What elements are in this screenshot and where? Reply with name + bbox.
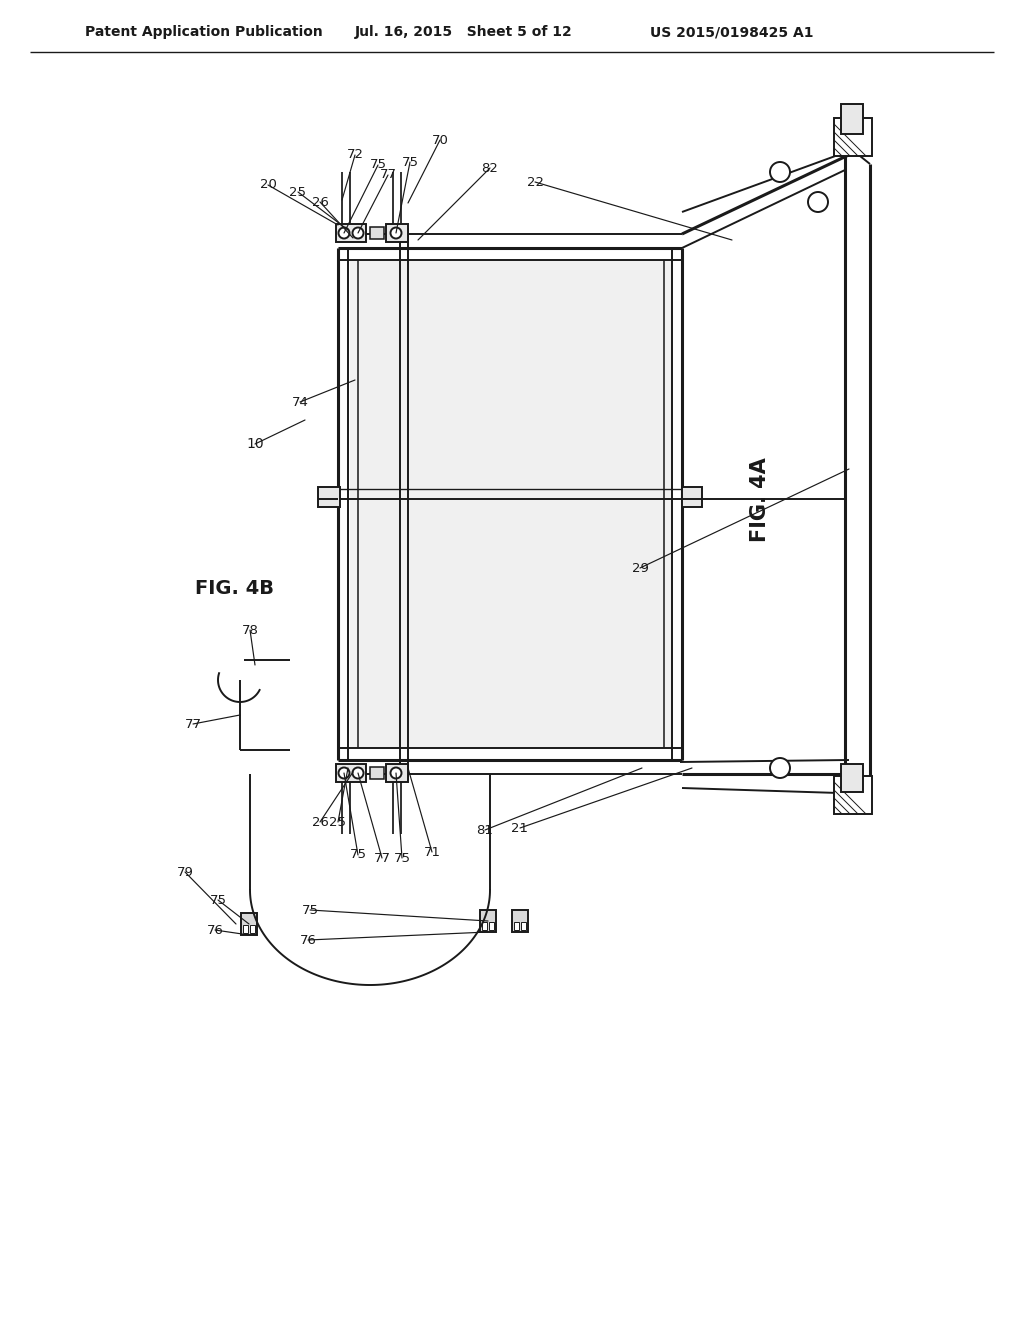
Bar <box>521 921 526 931</box>
Text: 10: 10 <box>246 437 264 451</box>
Text: 75: 75 <box>301 903 318 916</box>
Bar <box>386 224 408 242</box>
Bar <box>370 227 384 239</box>
Text: 81: 81 <box>476 824 494 837</box>
Text: 77: 77 <box>184 718 202 730</box>
Text: 72: 72 <box>346 149 364 161</box>
Bar <box>350 261 671 747</box>
Bar <box>370 767 384 779</box>
Bar <box>489 921 494 931</box>
Bar <box>834 117 872 156</box>
Text: Patent Application Publication: Patent Application Publication <box>85 25 323 40</box>
Text: 82: 82 <box>481 161 499 174</box>
Bar <box>241 913 257 935</box>
Bar <box>834 776 872 814</box>
Bar <box>250 925 255 933</box>
Circle shape <box>808 191 828 213</box>
Bar <box>318 487 340 507</box>
Text: 79: 79 <box>176 866 194 879</box>
Text: 20: 20 <box>259 178 276 191</box>
Bar <box>480 909 496 932</box>
Text: 78: 78 <box>242 623 258 636</box>
Bar <box>386 764 408 781</box>
Text: FIG. 4A: FIG. 4A <box>750 458 770 543</box>
Text: 25: 25 <box>290 186 306 198</box>
Text: 75: 75 <box>210 894 226 907</box>
Circle shape <box>339 767 349 779</box>
Text: 75: 75 <box>349 849 367 862</box>
Text: US 2015/0198425 A1: US 2015/0198425 A1 <box>650 25 813 40</box>
Bar <box>682 487 702 507</box>
Text: 25: 25 <box>330 816 346 829</box>
Circle shape <box>339 227 349 239</box>
Text: 76: 76 <box>207 924 223 936</box>
Circle shape <box>390 767 401 779</box>
Text: 22: 22 <box>526 176 544 189</box>
Bar <box>243 925 248 933</box>
Text: 29: 29 <box>632 561 648 574</box>
Text: 77: 77 <box>374 851 390 865</box>
Text: 75: 75 <box>370 158 386 172</box>
Text: 75: 75 <box>401 156 419 169</box>
Bar <box>336 224 366 242</box>
Text: 21: 21 <box>512 821 528 834</box>
Circle shape <box>352 767 364 779</box>
Text: 71: 71 <box>424 846 440 858</box>
Bar <box>841 104 863 135</box>
Bar <box>336 764 366 781</box>
Circle shape <box>770 758 790 777</box>
Circle shape <box>352 227 364 239</box>
Text: 26: 26 <box>311 195 329 209</box>
Text: 76: 76 <box>300 933 316 946</box>
Text: 70: 70 <box>431 133 449 147</box>
Text: 74: 74 <box>292 396 308 408</box>
Circle shape <box>390 227 401 239</box>
Bar <box>514 921 519 931</box>
Text: 26: 26 <box>311 816 329 829</box>
Text: 75: 75 <box>393 851 411 865</box>
Text: FIG. 4B: FIG. 4B <box>195 578 274 598</box>
Text: 77: 77 <box>380 169 396 181</box>
Bar <box>512 909 528 932</box>
Circle shape <box>770 162 790 182</box>
Text: Jul. 16, 2015   Sheet 5 of 12: Jul. 16, 2015 Sheet 5 of 12 <box>355 25 572 40</box>
Bar <box>841 764 863 792</box>
Bar <box>482 921 487 931</box>
